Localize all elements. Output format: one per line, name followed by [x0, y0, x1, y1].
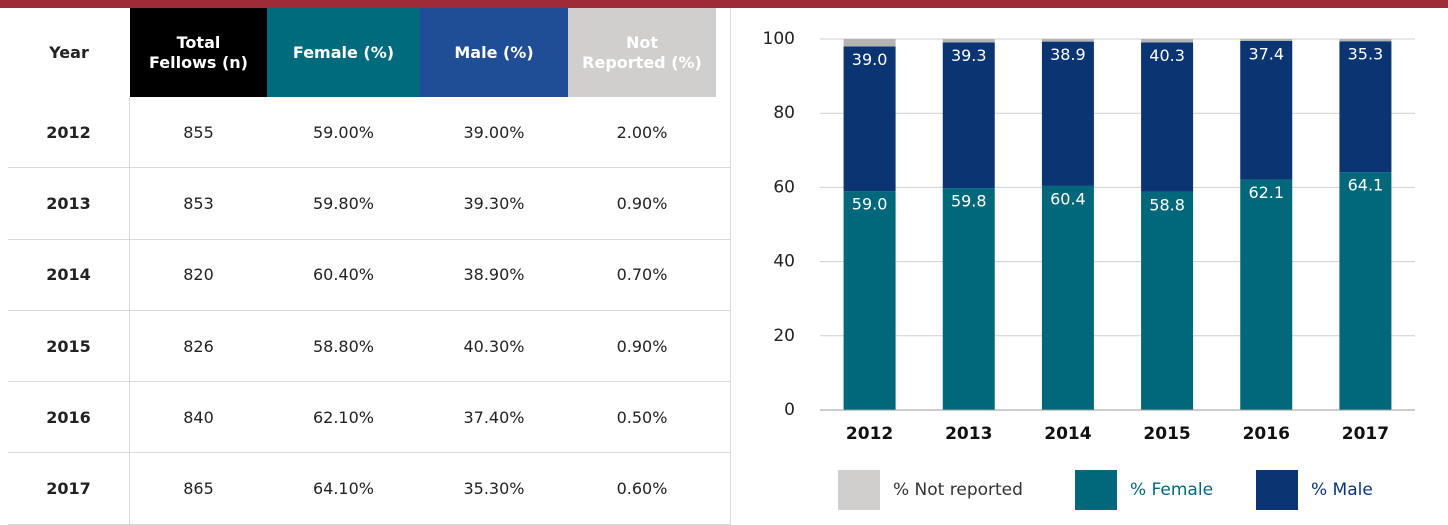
bar-segment: [1339, 41, 1392, 173]
data-label: 38.9: [1050, 45, 1086, 64]
bar-segment: [1240, 40, 1293, 180]
y-tick-label: 0: [784, 400, 795, 420]
legend-label: % Female: [1130, 480, 1213, 500]
header-cell: Female (%): [267, 8, 420, 97]
bar-segment: [1041, 41, 1094, 186]
x-tick-label: 2012: [846, 424, 893, 444]
data-label: 40.3: [1149, 46, 1185, 65]
data-label: 39.3: [951, 46, 987, 65]
legend-swatch: [838, 470, 880, 510]
table-cell: 2016: [8, 382, 130, 453]
bar-segment: [843, 39, 896, 47]
bar-segment: [942, 188, 995, 410]
bar-segment: [843, 191, 896, 410]
bar-segment: [1240, 39, 1293, 41]
table-cell: 0.90%: [616, 336, 668, 356]
table-cell: 59.00%: [312, 122, 374, 142]
x-tick-label: 2015: [1143, 424, 1190, 444]
y-tick-label: 80: [773, 103, 795, 123]
header-cell: Male (%): [420, 8, 568, 97]
bar-segment: [1339, 172, 1392, 410]
data-label: 58.8: [1149, 195, 1185, 214]
y-tick-label: 60: [773, 177, 795, 197]
table-cell: 39.00%: [463, 122, 525, 142]
table-cell: 39.30%: [463, 193, 525, 213]
x-tick-label: 2013: [945, 424, 992, 444]
table-cell: 2017: [8, 453, 130, 524]
bar-segment: [1041, 185, 1094, 410]
bar-segment: [1141, 39, 1194, 43]
table-row: 2016 840 62.10% 37.40% 0.50%: [8, 382, 730, 454]
table-cell: 59.80%: [312, 193, 374, 213]
bar-segment: [942, 39, 995, 43]
legend-swatch: [1256, 470, 1298, 510]
table-cell: 35.30%: [463, 479, 525, 499]
table-cell: 2012: [8, 97, 130, 168]
data-label: 60.4: [1050, 189, 1086, 208]
bar-segment: [1141, 42, 1194, 192]
data-label: 37.4: [1248, 44, 1284, 63]
legend-label: % Male: [1311, 480, 1373, 500]
table-cell: 820: [183, 265, 214, 285]
legend-label: % Not reported: [893, 480, 1023, 500]
table-cell: 0.50%: [616, 407, 668, 427]
table-cell: 826: [183, 336, 214, 356]
table-cell: 37.40%: [463, 407, 525, 427]
data-label: 59.0: [852, 195, 888, 214]
table-cell: 865: [183, 479, 214, 499]
table-row: 2012 855 59.00% 39.00% 2.00%: [8, 97, 730, 169]
table: Year Total Fellows (n) Female (%) Male (%) N…: [8, 8, 731, 525]
bar-segment: [1240, 179, 1293, 410]
bar-segment: [942, 42, 995, 189]
header-row: Year Total Fellows (n) Female (%) Male (%) N…: [8, 8, 730, 97]
bar-segment: [1041, 39, 1094, 42]
table-cell: 2014: [8, 239, 130, 310]
x-tick-label: 2014: [1044, 424, 1091, 444]
x-tick-label: 2016: [1243, 424, 1290, 444]
header-cell: Year: [8, 8, 130, 97]
table-cell: 64.10%: [312, 479, 374, 499]
table-cell: 0.90%: [616, 193, 668, 213]
table-cell: 58.80%: [312, 336, 374, 356]
legend-swatch: [1075, 470, 1117, 510]
table-cell: 40.30%: [463, 336, 525, 356]
table-cell: 855: [183, 122, 214, 142]
data-label: 62.1: [1248, 183, 1284, 202]
data-label: 64.1: [1348, 176, 1384, 195]
data-label: 59.8: [951, 192, 987, 211]
data-label: 39.0: [852, 50, 888, 69]
data-label: 35.3: [1348, 45, 1384, 64]
table-cell: 2015: [8, 310, 130, 382]
bar-segment: [1339, 39, 1392, 42]
table-row: 2013 853 59.80% 39.30% 0.90%: [8, 168, 730, 240]
bar-segment: [1141, 191, 1194, 410]
table-cell: 0.60%: [616, 479, 668, 499]
y-tick-label: 40: [773, 252, 795, 272]
table-cell: 853: [183, 193, 214, 213]
table-cell: 2013: [8, 168, 130, 239]
bar-segment: [843, 46, 896, 192]
header-cell: Total Fellows (n): [130, 8, 267, 97]
table-cell: 60.40%: [312, 265, 374, 285]
table-cell: 62.10%: [312, 407, 374, 427]
header-bar: [0, 0, 1448, 8]
y-tick-label: 100: [763, 29, 795, 49]
table-cell: 2.00%: [616, 122, 668, 142]
table-row: 2017 865 64.10% 35.30% 0.60%: [8, 453, 730, 525]
table-row: 2015 826 58.80% 40.30% 0.90%: [8, 310, 730, 383]
table-cell: 0.70%: [616, 265, 668, 285]
table-cell: 38.90%: [463, 265, 525, 285]
table-row: 2014 820 60.40% 38.90% 0.70%: [8, 239, 730, 311]
x-tick-label: 2017: [1342, 424, 1389, 444]
header-cell: Not Reported (%): [568, 8, 716, 97]
table-cell: 840: [183, 407, 214, 427]
y-tick-label: 20: [773, 326, 795, 346]
